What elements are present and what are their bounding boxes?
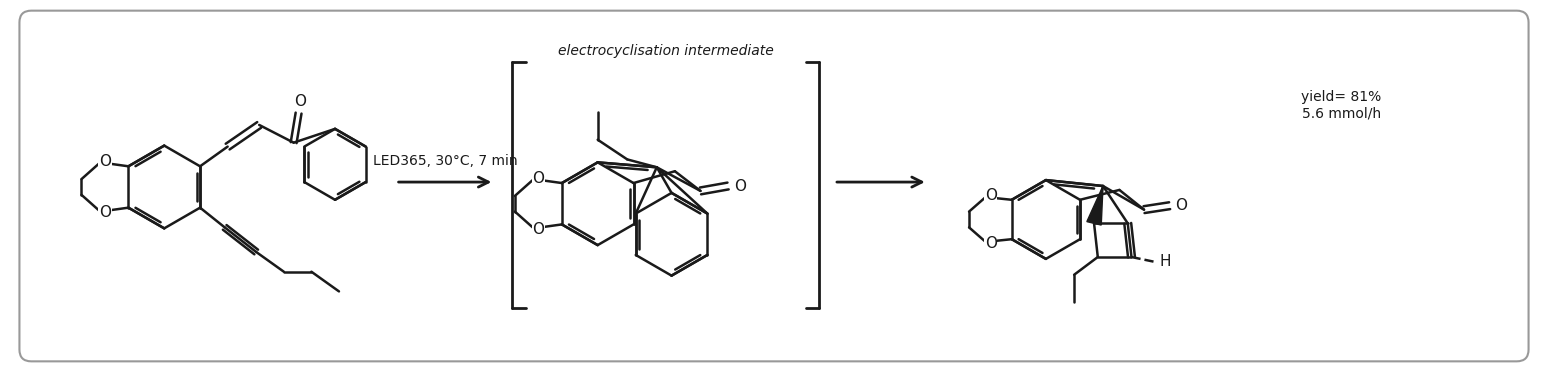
Text: O: O [533, 222, 545, 237]
Text: O: O [294, 94, 307, 109]
Text: O: O [533, 171, 545, 186]
Polygon shape [1087, 186, 1104, 225]
Text: O: O [734, 179, 746, 193]
Text: electrocyclisation intermediate: electrocyclisation intermediate [557, 44, 774, 58]
Text: O: O [99, 154, 111, 169]
Text: LED365, 30°C, 7 min: LED365, 30°C, 7 min [373, 154, 517, 168]
Text: H: H [1159, 254, 1170, 269]
Text: O: O [1175, 198, 1187, 213]
Text: O: O [985, 235, 997, 251]
Text: O: O [99, 205, 111, 220]
FancyBboxPatch shape [20, 11, 1528, 361]
Text: yield= 81%
5.6 mmol/h: yield= 81% 5.6 mmol/h [1302, 90, 1381, 120]
Text: O: O [985, 188, 997, 203]
